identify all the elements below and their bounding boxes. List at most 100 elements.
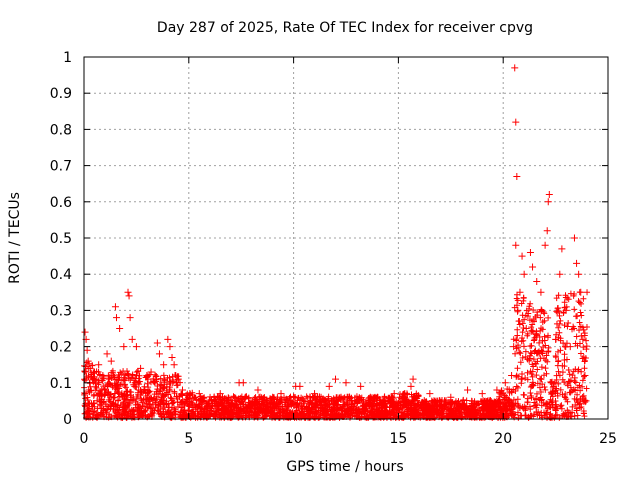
- data-point: [547, 411, 554, 418]
- data-point: [573, 259, 581, 267]
- data-point: [338, 413, 345, 420]
- data-point: [86, 388, 93, 395]
- data-point: [544, 198, 552, 206]
- data-point: [133, 372, 140, 379]
- data-point: [578, 300, 585, 307]
- data-point: [496, 393, 503, 400]
- data-point: [115, 371, 122, 378]
- data-point: [519, 354, 526, 361]
- data-point: [324, 397, 331, 404]
- data-point: [413, 394, 420, 401]
- data-point: [120, 376, 127, 383]
- data-point: [489, 402, 496, 409]
- data-point: [538, 376, 545, 383]
- data-point: [92, 387, 99, 394]
- data-point: [227, 396, 234, 403]
- data-point: [345, 397, 352, 404]
- data-point: [118, 370, 125, 377]
- data-point: [578, 332, 585, 339]
- data-point: [238, 399, 245, 406]
- data-point: [130, 381, 137, 388]
- x-tick-label: 5: [184, 431, 193, 447]
- data-point: [562, 306, 570, 314]
- data-point: [542, 386, 549, 393]
- data-point: [450, 413, 457, 420]
- data-point: [254, 407, 261, 414]
- data-point: [105, 380, 112, 387]
- data-point: [194, 414, 201, 421]
- data-point: [99, 372, 107, 380]
- data-point: [168, 395, 175, 402]
- y-tick-label: 0.5: [50, 231, 72, 247]
- data-point: [166, 343, 174, 351]
- data-point: [553, 372, 560, 379]
- y-tick-label: 0.2: [50, 340, 72, 356]
- data-point: [155, 350, 163, 358]
- data-point: [530, 307, 537, 314]
- data-point: [583, 385, 590, 392]
- data-point: [528, 324, 535, 331]
- data-point: [132, 375, 139, 382]
- data-point: [242, 395, 249, 402]
- data-point: [390, 390, 398, 398]
- data-point: [427, 412, 434, 419]
- data-point: [549, 398, 556, 405]
- x-tick-label: 10: [285, 431, 303, 447]
- data-point: [100, 383, 107, 390]
- data-point: [104, 381, 111, 388]
- data-point: [519, 334, 526, 341]
- data-point: [113, 412, 120, 419]
- data-point: [514, 297, 521, 304]
- data-point: [550, 388, 557, 395]
- data-point: [153, 396, 160, 403]
- data-point: [530, 356, 537, 363]
- data-point: [320, 414, 327, 421]
- data-point: [163, 401, 170, 408]
- data-point: [129, 372, 136, 379]
- data-point: [174, 381, 181, 388]
- data-point: [372, 410, 379, 417]
- data-point: [197, 405, 204, 412]
- data-point: [534, 390, 541, 397]
- data-point: [243, 405, 250, 412]
- data-point: [513, 383, 520, 390]
- data-point: [514, 409, 521, 416]
- data-point: [582, 397, 590, 405]
- data-point: [497, 405, 504, 412]
- data-point: [373, 395, 380, 402]
- data-point: [536, 339, 543, 346]
- data-point: [84, 357, 92, 365]
- data-point: [522, 375, 529, 382]
- data-point: [391, 404, 398, 411]
- data-point: [522, 404, 529, 411]
- data-point: [260, 406, 267, 413]
- data-point: [160, 405, 167, 412]
- data-point: [328, 406, 335, 413]
- data-point: [526, 352, 533, 359]
- data-point: [224, 407, 231, 414]
- data-point: [537, 388, 544, 395]
- dense-point-cloud: [81, 289, 591, 421]
- data-point: [460, 396, 467, 403]
- data-point: [86, 360, 93, 367]
- data-point: [497, 406, 504, 413]
- data-point: [575, 298, 582, 305]
- data-point: [98, 386, 105, 393]
- data-point: [530, 315, 537, 322]
- data-point: [556, 329, 563, 336]
- data-point: [162, 392, 169, 399]
- data-point: [576, 382, 583, 389]
- data-point: [581, 330, 588, 337]
- data-point: [541, 241, 549, 249]
- data-point: [534, 411, 541, 418]
- data-point: [562, 294, 569, 301]
- data-point: [236, 398, 243, 405]
- data-point: [545, 348, 552, 355]
- data-point: [81, 402, 88, 409]
- data-point: [154, 407, 161, 414]
- data-point: [83, 346, 91, 354]
- data-point: [480, 411, 487, 418]
- data-point: [127, 377, 134, 384]
- data-point: [315, 405, 322, 412]
